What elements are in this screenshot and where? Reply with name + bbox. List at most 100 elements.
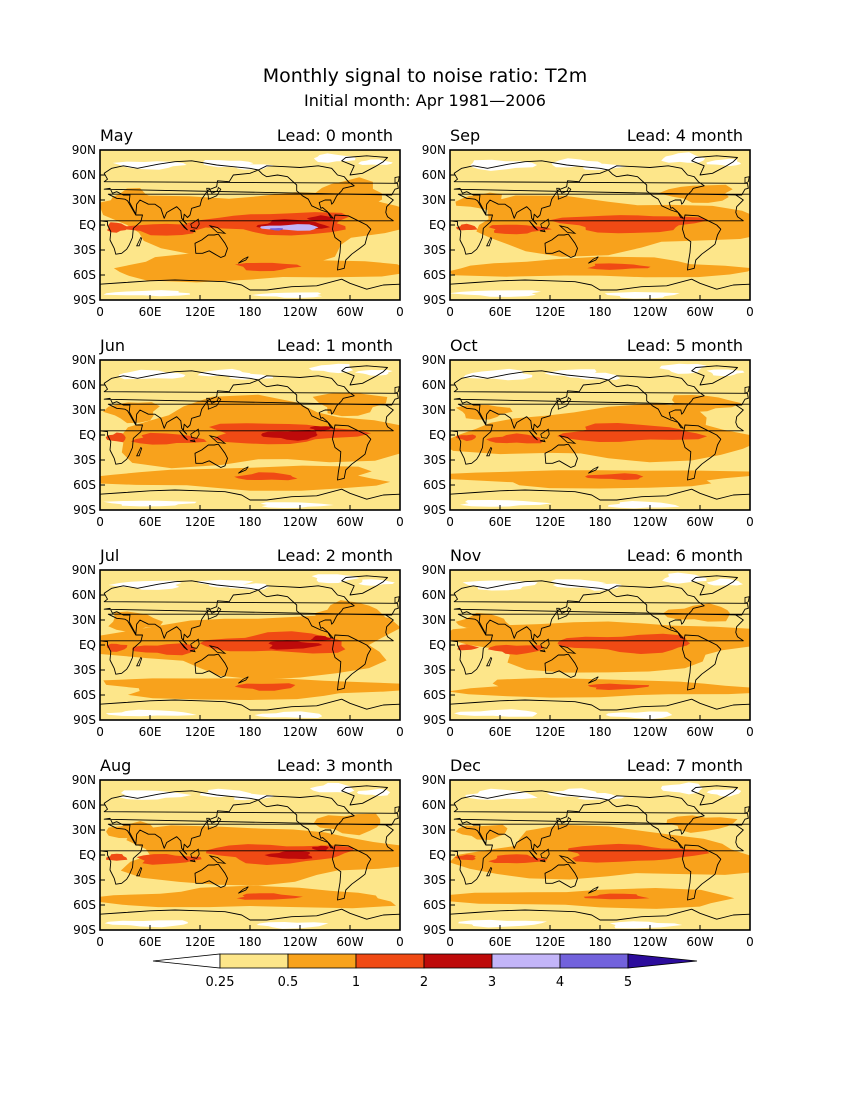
panel-month: May [100,126,133,145]
world-map [449,779,751,931]
lon-tick-label: 120W [633,305,668,319]
lon-tick-label: 0 [746,725,754,739]
lat-tick-label: 30S [423,243,446,257]
lat-tick-label: 90N [422,353,446,367]
lat-tick-label: 90S [73,503,96,517]
lon-tick-label: 180 [589,725,612,739]
lat-tick-label: 90N [422,773,446,787]
world-map [99,149,401,301]
lat-tick-label: 90N [422,143,446,157]
lon-tick-label: 180 [589,515,612,529]
colorbar-label: 0.5 [278,975,299,990]
lat-tick-label: 90N [72,143,96,157]
lat-tick-label: 60N [72,168,96,182]
lon-tick-label: 120E [535,515,566,529]
lat-tick-label: 30S [73,873,96,887]
world-map [449,149,751,301]
colorbar-segment [491,953,561,969]
lat-tick-label: 90S [423,923,446,937]
lat-tick-label: EQ [79,428,96,442]
lon-tick-label: 60W [686,515,713,529]
lat-tick-label: 60N [422,588,446,602]
lat-tick-label: 60N [72,588,96,602]
lon-tick-label: 60E [489,305,512,319]
panel-lead: Lead: 0 month [277,126,393,145]
lon-tick-label: 180 [239,305,262,319]
lon-tick-label: 0 [396,935,404,949]
lon-tick-label: 120W [283,935,318,949]
lat-tick-label: 60N [72,378,96,392]
lon-tick-label: 120W [283,515,318,529]
lon-tick-label: 180 [239,725,262,739]
lat-tick-label: 60S [423,478,446,492]
lat-tick-label: EQ [429,638,446,652]
figure-subtitle: Initial month: Apr 1981—2006 [304,91,546,110]
panel-lead: Lead: 3 month [277,756,393,775]
lat-tick-label: 30S [423,663,446,677]
lon-tick-label: 0 [446,305,454,319]
lat-tick-label: 30N [422,823,446,837]
lat-tick-label: 30N [72,613,96,627]
lat-tick-label: 60S [73,268,96,282]
lat-tick-label: 60S [423,898,446,912]
world-map [449,359,751,511]
panel-month: Sep [450,126,480,145]
panel-month: Aug [100,756,131,775]
lon-tick-label: 0 [746,305,754,319]
lat-tick-label: 30N [422,193,446,207]
lon-tick-label: 120E [535,725,566,739]
colorbar-segment [559,953,629,969]
world-map [99,359,401,511]
lat-tick-label: 90N [422,563,446,577]
lat-tick-label: 60S [73,688,96,702]
lon-tick-label: 60E [489,725,512,739]
lon-tick-label: 0 [446,725,454,739]
lon-tick-label: 60E [139,935,162,949]
lon-tick-label: 0 [96,515,104,529]
lon-tick-label: 0 [96,935,104,949]
lon-tick-label: 60W [336,725,363,739]
lon-tick-label: 120W [633,935,668,949]
lat-tick-label: 30N [422,613,446,627]
lon-tick-label: 120E [185,515,216,529]
colorbar-segment [287,953,357,969]
panel-lead: Lead: 4 month [627,126,743,145]
lon-tick-label: 60W [686,305,713,319]
lat-tick-label: EQ [429,428,446,442]
lon-tick-label: 120W [283,305,318,319]
lat-tick-label: 90S [73,293,96,307]
colorbar-label: 5 [624,975,632,990]
colorbar: 0.25 0.5 1 2 3 4 5 [152,953,698,990]
lon-tick-label: 60E [139,515,162,529]
lon-tick-label: 120E [535,935,566,949]
lon-tick-label: 60E [489,935,512,949]
world-map [99,779,401,931]
lat-tick-label: 30N [422,403,446,417]
world-map [449,569,751,721]
lon-tick-label: 120E [535,305,566,319]
lat-tick-label: 60N [422,168,446,182]
lon-tick-label: 120E [185,725,216,739]
lat-tick-label: 60N [72,798,96,812]
colorbar-segment [423,953,493,969]
lat-tick-label: 60N [422,378,446,392]
lon-tick-label: 0 [746,935,754,949]
lon-tick-label: 120E [185,305,216,319]
lat-tick-label: 60S [73,478,96,492]
lat-tick-label: 60S [423,268,446,282]
lat-tick-label: 30N [72,403,96,417]
lat-tick-label: 30S [423,453,446,467]
lon-tick-label: 60E [139,725,162,739]
lon-tick-label: 60W [686,935,713,949]
panel-month: Jun [99,336,125,355]
lat-tick-label: 30S [73,453,96,467]
lat-tick-label: 90N [72,563,96,577]
lon-tick-label: 60E [489,515,512,529]
colorbar-segment [355,953,425,969]
lon-tick-label: 0 [96,305,104,319]
lon-tick-label: 60E [139,305,162,319]
